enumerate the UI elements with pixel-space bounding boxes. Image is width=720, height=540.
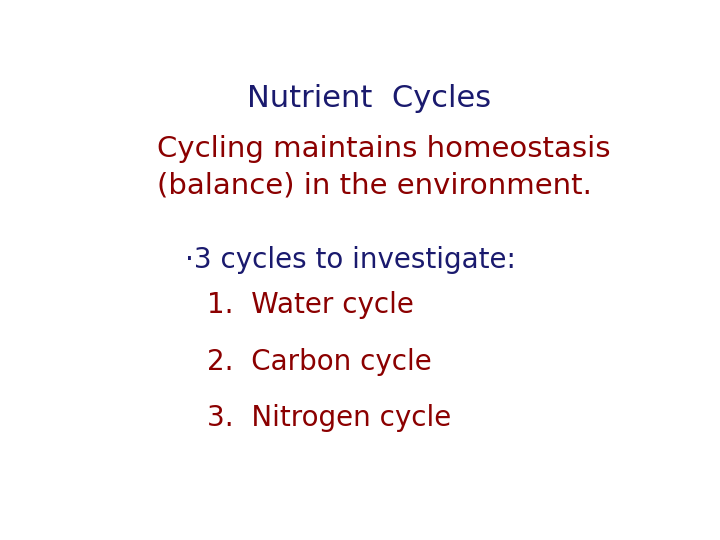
Text: Nutrient  Cycles: Nutrient Cycles	[247, 84, 491, 112]
Text: ·3 cycles to investigate:: ·3 cycles to investigate:	[185, 246, 516, 274]
Text: Cycling maintains homeostasis
(balance) in the environment.: Cycling maintains homeostasis (balance) …	[157, 136, 611, 199]
Text: 1.  Water cycle: 1. Water cycle	[207, 292, 414, 320]
Text: 2.  Carbon cycle: 2. Carbon cycle	[207, 348, 432, 375]
Text: 3.  Nitrogen cycle: 3. Nitrogen cycle	[207, 404, 451, 431]
